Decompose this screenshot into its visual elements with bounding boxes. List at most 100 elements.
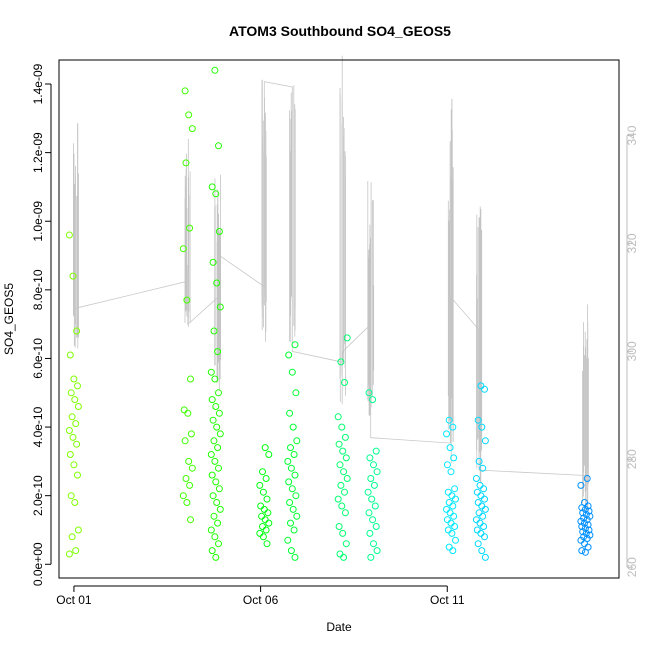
- data-point-0-14: [66, 451, 74, 458]
- data-point-1-10: [187, 430, 195, 438]
- data-point-2-20: [214, 444, 222, 452]
- data-point-8-26: [481, 553, 489, 561]
- data-point-3-14: [262, 526, 270, 534]
- data-point-0-19: [74, 526, 82, 534]
- x-axis-label: Date: [326, 620, 352, 634]
- data-point-4-19: [290, 526, 298, 534]
- data-point-7-16: [443, 516, 451, 524]
- data-point-9-27: [581, 548, 589, 556]
- data-point-6-13: [372, 523, 380, 530]
- data-point-7-11: [445, 499, 453, 506]
- data-point-2-8: [210, 327, 218, 335]
- data-point-9-24: [581, 540, 588, 548]
- data-point-0-7: [71, 396, 79, 404]
- data-point-8-11: [477, 492, 485, 500]
- spike-bundle-7: [447, 98, 454, 464]
- data-point-6-4: [370, 461, 377, 469]
- spike-bundle-8: [476, 206, 483, 484]
- data-point-5-6: [335, 440, 343, 448]
- data-point-9-4: [578, 504, 586, 512]
- data-point-8-20: [480, 523, 488, 530]
- data-point-6-0: [365, 389, 373, 397]
- data-point-2-14: [212, 403, 220, 410]
- data-point-2-18: [216, 430, 224, 438]
- data-point-0-21: [72, 547, 80, 555]
- data-point-5-20: [336, 550, 344, 558]
- data-point-8-21: [473, 526, 481, 534]
- data-point-2-17: [213, 423, 221, 431]
- data-point-0-1: [69, 272, 77, 280]
- data-point-2-12: [215, 389, 222, 397]
- data-point-8-15: [481, 505, 489, 513]
- data-point-7-5: [443, 461, 451, 469]
- data-point-2-13: [208, 396, 216, 404]
- right-tick-label-0: 260: [625, 557, 639, 577]
- data-point-7-1: [449, 423, 457, 431]
- data-point-7-23: [449, 547, 457, 555]
- right-tick-label-1: 280: [625, 449, 639, 469]
- data-point-6-1: [369, 396, 377, 404]
- y-tick-label-0: 0.0e+00: [31, 542, 45, 586]
- data-point-2-2: [208, 183, 216, 191]
- data-point-7-21: [452, 536, 459, 544]
- data-point-9-1: [577, 481, 585, 489]
- data-point-4-6: [293, 437, 301, 445]
- data-point-8-17: [479, 512, 487, 520]
- data-point-6-12: [369, 516, 377, 524]
- y-tick-label-4: 8.0e-10: [31, 269, 45, 310]
- data-point-0-8: [74, 403, 82, 410]
- data-point-7-9: [448, 492, 456, 500]
- data-point-1-0: [181, 87, 189, 95]
- data-point-4-3: [292, 389, 300, 397]
- right-tick-label-4: 340: [625, 125, 639, 145]
- data-point-8-13: [474, 499, 482, 506]
- data-point-5-10: [340, 468, 348, 476]
- data-point-0-4: [70, 375, 78, 383]
- data-point-7-20: [448, 529, 456, 537]
- data-point-2-30: [210, 512, 218, 520]
- data-point-8-24: [474, 540, 482, 548]
- data-point-4-4: [286, 409, 294, 417]
- data-point-3-3: [262, 475, 270, 482]
- data-point-4-14: [292, 492, 300, 500]
- data-point-5-7: [339, 447, 347, 455]
- spike-bundle-5: [339, 55, 346, 405]
- data-point-5-3: [334, 413, 342, 421]
- data-point-5-2: [341, 379, 348, 386]
- data-point-2-29: [216, 505, 224, 513]
- x-tick-label-1: Oct 06: [243, 593, 279, 607]
- data-point-2-21: [207, 451, 215, 458]
- data-point-8-9: [480, 485, 488, 493]
- data-point-4-13: [288, 485, 296, 493]
- data-point-1-4: [186, 224, 194, 232]
- data-point-2-19: [210, 437, 218, 445]
- spike-bundle-3: [261, 79, 267, 342]
- data-point-3-8: [260, 505, 268, 513]
- data-point-8-22: [477, 529, 485, 537]
- data-point-7-22: [445, 543, 453, 551]
- plot-frame: [58, 59, 620, 579]
- data-point-6-6: [367, 475, 375, 482]
- y-tick-label-2: 4.0e-10: [31, 406, 45, 447]
- data-point-1-7: [187, 375, 194, 383]
- data-point-5-12: [337, 481, 345, 489]
- data-point-2-7: [216, 303, 224, 311]
- data-point-7-14: [446, 509, 454, 517]
- data-point-4-1: [285, 351, 293, 359]
- data-point-0-3: [66, 351, 74, 359]
- data-point-3-7: [257, 502, 265, 510]
- data-point-8-7: [472, 475, 480, 482]
- data-point-1-16: [179, 492, 187, 500]
- data-point-2-0: [211, 66, 219, 74]
- data-point-8-16: [475, 509, 483, 517]
- data-point-9-12: [577, 517, 585, 525]
- data-point-2-25: [212, 478, 220, 486]
- data-point-8-2: [474, 416, 482, 424]
- data-point-2-6: [213, 279, 221, 287]
- data-point-2-11: [211, 375, 219, 383]
- data-point-2-27: [209, 492, 217, 500]
- data-point-2-9: [214, 348, 222, 356]
- data-point-1-18: [187, 516, 194, 524]
- data-point-1-17: [183, 499, 191, 506]
- data-point-4-8: [290, 451, 298, 458]
